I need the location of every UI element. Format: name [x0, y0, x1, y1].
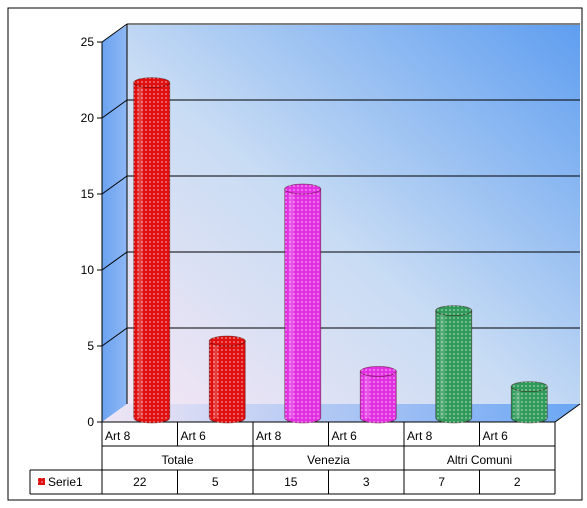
legend-marker-texture	[38, 478, 45, 485]
bar	[284, 183, 322, 424]
bar-texture	[435, 310, 472, 423]
bar-highlight	[213, 341, 219, 418]
y-tick-label: 15	[81, 187, 95, 201]
bar-top-texture	[511, 381, 548, 392]
gridline-side	[101, 175, 128, 195]
y-tick-label: 10	[81, 263, 95, 277]
gridline-side	[101, 327, 128, 347]
y-tick-label: 25	[81, 35, 95, 49]
data-table-value: 15	[284, 475, 298, 489]
legend-label: Serie1	[48, 475, 83, 489]
group-label: Venezia	[307, 453, 350, 467]
y-tick-label: 5	[87, 339, 94, 353]
floor	[102, 404, 580, 422]
bar-texture	[511, 386, 548, 423]
bar-highlight	[439, 310, 445, 418]
bar	[510, 381, 548, 424]
group-label: Totale	[161, 453, 193, 467]
bar-texture	[360, 371, 397, 423]
bar	[208, 335, 246, 424]
category-label: Art 6	[483, 429, 509, 443]
bar-highlight	[364, 371, 370, 418]
gridline-side	[101, 23, 128, 43]
category-label: Art 8	[407, 429, 433, 443]
group-label: Altri Comuni	[447, 453, 512, 467]
bar-top-texture	[435, 305, 472, 316]
bar-highlight	[515, 386, 521, 418]
data-table-value: 5	[212, 475, 219, 489]
bar	[133, 77, 171, 424]
category-label: Art 8	[256, 429, 282, 443]
bar	[435, 305, 473, 424]
y-tick-label: 20	[81, 111, 95, 125]
gridline-side	[101, 99, 128, 119]
bar-texture	[284, 189, 321, 423]
data-table-value: 3	[363, 475, 370, 489]
bar-top-texture	[284, 184, 321, 194]
bar-highlight	[137, 82, 143, 418]
data-table-value: 7	[438, 475, 445, 489]
gridline-side	[101, 251, 128, 271]
back-wall	[127, 25, 580, 404]
bar-texture	[209, 341, 246, 423]
bar-highlight	[288, 189, 294, 418]
floor-edge	[554, 403, 581, 423]
category-label: Art 6	[332, 429, 358, 443]
y-tick-label: 0	[87, 415, 94, 429]
data-table-value: 22	[133, 475, 147, 489]
data-table-value: 2	[514, 475, 521, 489]
bar-top-texture	[209, 336, 246, 346]
bar	[359, 365, 397, 424]
category-label: Art 8	[105, 429, 131, 443]
bar-top-texture	[133, 77, 170, 88]
bar-top-texture	[360, 366, 397, 377]
category-label: Art 6	[181, 429, 207, 443]
bar-texture	[133, 82, 170, 423]
left-wall	[102, 25, 127, 422]
